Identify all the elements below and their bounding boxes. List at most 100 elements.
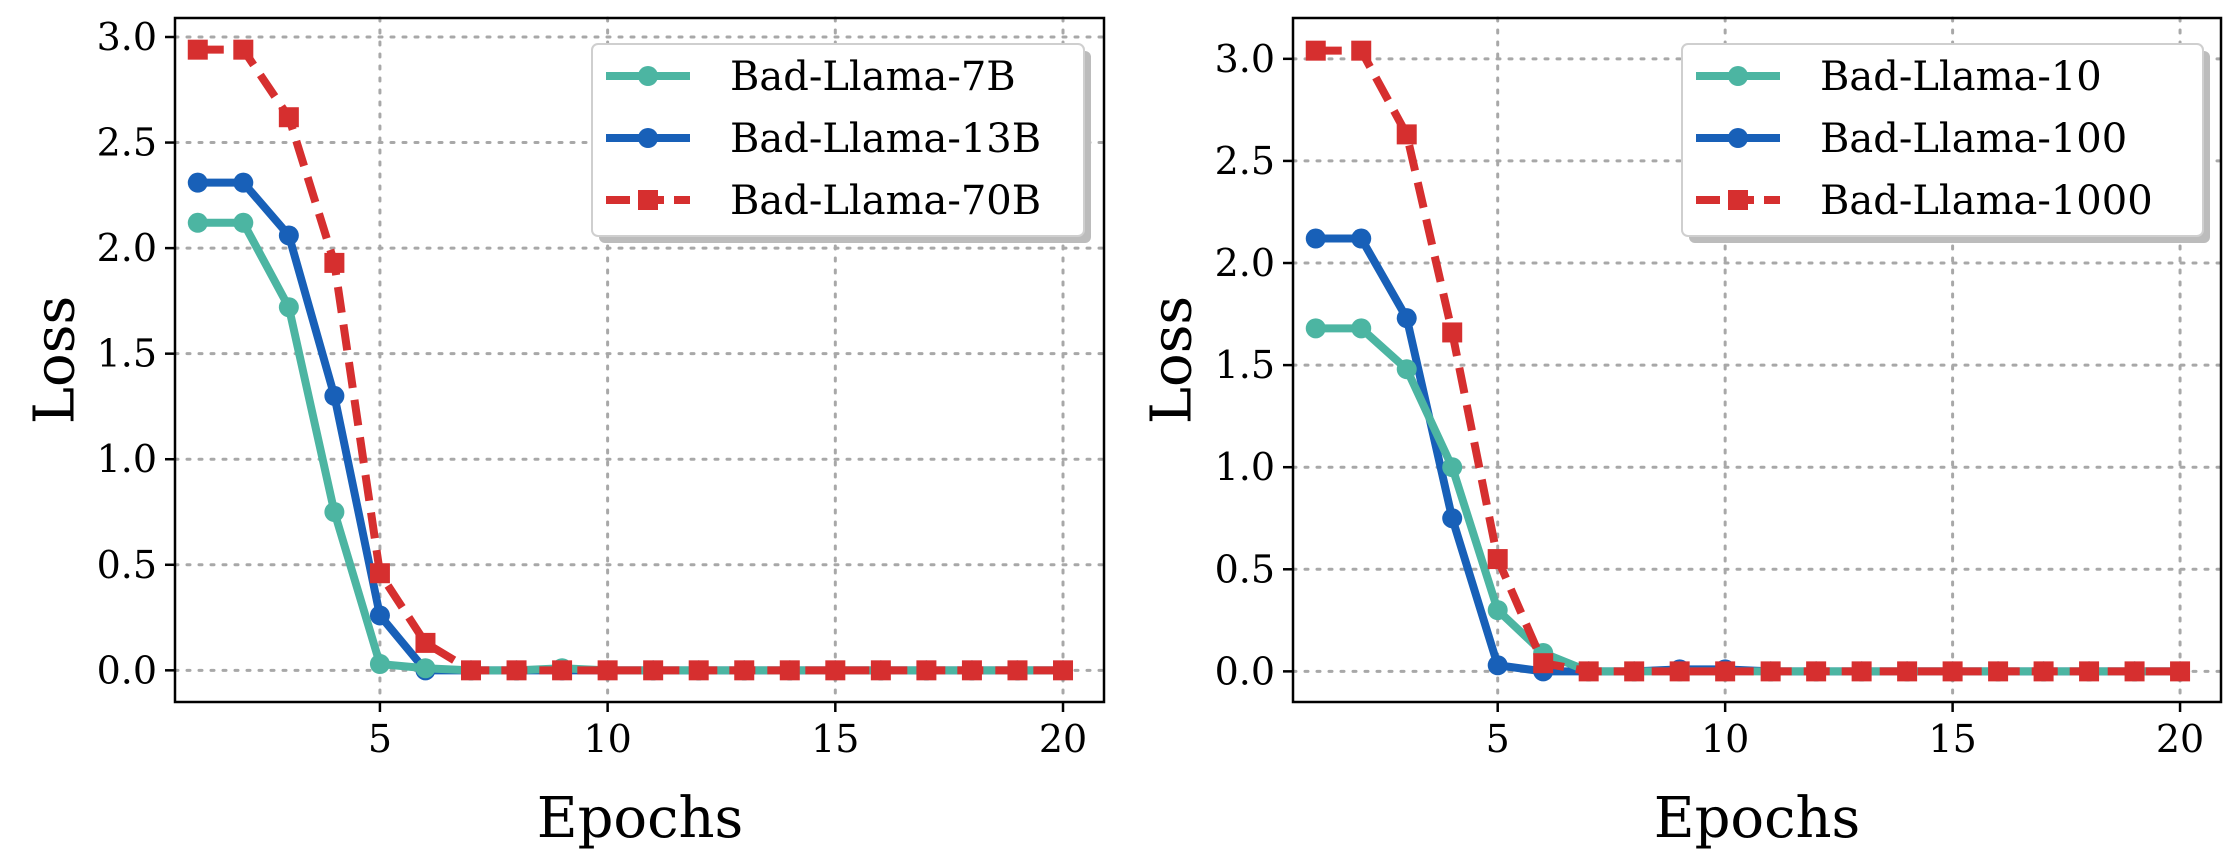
data-point <box>1442 322 1463 343</box>
data-point <box>233 212 254 233</box>
data-point <box>1351 40 1372 61</box>
x-tick-label: 20 <box>2156 717 2204 761</box>
data-point <box>688 660 709 681</box>
data-point <box>1533 653 1554 674</box>
data-point <box>1715 661 1736 682</box>
grid-left <box>173 16 1106 704</box>
data-point <box>187 39 208 60</box>
y-axis-right: 0.0 0.5 1.0 1.5 2.0 2.5 3.0 <box>1215 37 1293 693</box>
data-point <box>324 502 345 522</box>
data-point <box>1305 228 1326 249</box>
y-axis-left: 0.0 0.5 1.0 1.5 2.0 2.5 3.0 <box>97 15 175 692</box>
x-tick-label: 10 <box>583 717 631 761</box>
chart-right: 5 10 15 20 0.0 0.5 1.0 1.5 2.0 2.5 3.0 Epochs Los… <box>1140 16 2223 851</box>
data-point <box>552 660 573 681</box>
legend-marker <box>638 128 658 148</box>
legend-marker <box>638 190 658 210</box>
legend-box <box>1681 43 2204 237</box>
plot-frame-left <box>173 16 1106 704</box>
series-line-bad-llama-70b <box>197 45 1064 675</box>
data-point <box>2170 661 2191 682</box>
data-point <box>1396 308 1417 329</box>
data-point <box>233 39 254 60</box>
data-point <box>187 212 208 233</box>
data-point <box>1053 660 1074 681</box>
x-tick-label: 5 <box>1486 717 1510 761</box>
data-point <box>1351 318 1372 339</box>
data-point <box>278 225 299 246</box>
legend-marker <box>1728 128 1748 148</box>
data-point <box>825 660 846 681</box>
data-point <box>324 385 345 406</box>
data-point <box>2079 661 2100 682</box>
data-point <box>187 172 208 193</box>
legend-label: Bad-Llama-10 <box>1820 54 2102 100</box>
data-point <box>1305 40 1326 61</box>
y-tick-label: 1.5 <box>97 332 157 376</box>
y-tick-label: 0.0 <box>1215 649 1275 693</box>
y-tick-label: 2.5 <box>97 121 157 165</box>
data-point <box>597 660 618 681</box>
series-left <box>187 39 1074 681</box>
data-point <box>870 660 891 681</box>
data-point <box>278 107 299 128</box>
y-axis-label-left: Loss <box>23 296 88 424</box>
data-point <box>643 660 664 681</box>
y-tick-label: 1.0 <box>1215 445 1275 489</box>
data-point <box>1669 661 1690 682</box>
legend-label: Bad-Llama-70B <box>730 178 1041 224</box>
y-tick-label: 0.5 <box>1215 547 1275 591</box>
data-point <box>1760 661 1781 682</box>
x-tick-label: 20 <box>1039 717 1087 761</box>
legend-box <box>591 43 1085 237</box>
data-point <box>961 660 982 681</box>
x-axis-right: 5 10 15 20 <box>1486 702 2204 761</box>
data-point <box>916 660 937 681</box>
data-point <box>278 297 299 318</box>
series-right <box>1305 40 2191 682</box>
y-tick-label: 0.0 <box>97 648 157 692</box>
plot-frame-right <box>1291 16 2223 704</box>
legend-marker <box>638 66 658 86</box>
y-tick-label: 2.0 <box>1215 241 1275 285</box>
data-point <box>369 654 390 674</box>
data-point <box>369 605 390 626</box>
data-point <box>461 660 482 681</box>
legend-left: Bad-Llama-7B Bad-Llama-13B Bad-Llama-70B <box>591 43 1091 243</box>
data-point <box>1396 124 1417 145</box>
data-point <box>1897 661 1918 682</box>
data-point <box>734 660 755 681</box>
x-tick-label: 10 <box>1701 717 1749 761</box>
chart-left: 5 10 15 20 0.0 0.5 1.0 1.5 2.0 2.5 3.0 Epochs Los… <box>23 15 1106 851</box>
y-tick-label: 0.5 <box>97 543 157 587</box>
y-tick-label: 2.5 <box>1215 139 1275 183</box>
x-axis-left: 5 10 15 20 <box>368 702 1087 761</box>
data-point <box>1487 600 1508 621</box>
data-point <box>2033 661 2054 682</box>
data-point <box>1305 318 1326 339</box>
data-point <box>1942 661 1963 682</box>
data-point <box>2124 661 2145 682</box>
data-point <box>506 660 527 681</box>
data-point <box>1624 661 1645 682</box>
legend-label: Bad-Llama-1000 <box>1820 178 2153 224</box>
data-point <box>369 563 390 584</box>
data-point <box>415 632 436 653</box>
data-point <box>1988 661 2009 682</box>
x-axis-label-left: Epochs <box>537 786 744 851</box>
data-point <box>1351 228 1372 249</box>
data-point <box>1007 660 1028 681</box>
data-point <box>779 660 800 681</box>
data-point <box>1442 457 1463 478</box>
series-line-bad-llama-7b <box>197 218 1064 675</box>
data-point <box>1487 549 1508 570</box>
legend-right: Bad-Llama-10 Bad-Llama-100 Bad-Llama-1000 <box>1681 43 2210 243</box>
y-tick-label: 3.0 <box>1215 37 1275 81</box>
data-point <box>233 172 254 193</box>
legend-label: Bad-Llama-7B <box>730 54 1016 100</box>
x-axis-label-right: Epochs <box>1654 786 1861 851</box>
y-tick-label: 1.0 <box>97 437 157 481</box>
data-point <box>324 252 345 273</box>
legend-marker <box>1728 66 1748 86</box>
